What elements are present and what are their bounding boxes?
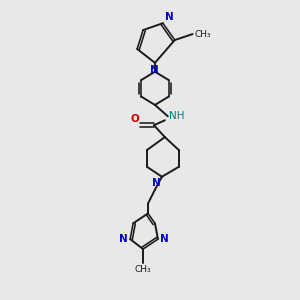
- Text: NH: NH: [169, 111, 184, 121]
- Text: CH₃: CH₃: [195, 30, 211, 39]
- Text: N: N: [119, 234, 128, 244]
- Text: O: O: [130, 114, 139, 124]
- Text: N: N: [165, 12, 174, 22]
- Text: N: N: [150, 65, 158, 75]
- Text: CH₃: CH₃: [135, 265, 152, 274]
- Text: N: N: [160, 234, 169, 244]
- Text: N: N: [152, 178, 161, 188]
